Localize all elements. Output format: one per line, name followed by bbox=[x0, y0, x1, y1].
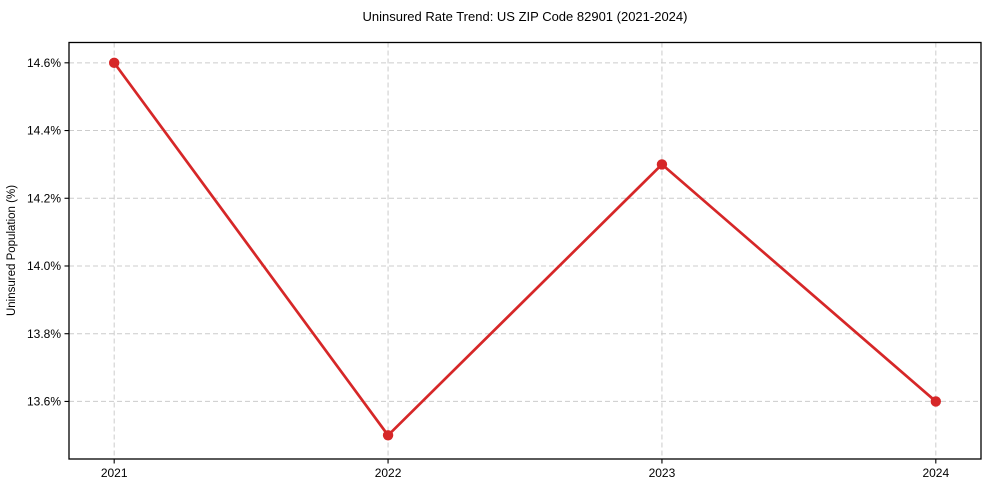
data-point bbox=[382, 430, 394, 441]
y-tick-label: 14.0% bbox=[27, 259, 61, 273]
y-tick-label: 13.8% bbox=[27, 327, 61, 341]
data-point bbox=[930, 396, 942, 407]
x-tick-label: 2022 bbox=[375, 466, 402, 480]
gridlines bbox=[69, 42, 981, 459]
x-tick-label: 2024 bbox=[922, 466, 949, 480]
y-tick-label: 14.4% bbox=[27, 124, 61, 138]
y-axis-label: Uninsured Population (%) bbox=[6, 185, 18, 316]
axes: 13.6% 13.8% 14.0% 14.2% 14.4% 14.6% 2021 2022 20… bbox=[27, 56, 950, 480]
y-tick-label: 14.6% bbox=[27, 56, 61, 70]
x-tick-label: 2023 bbox=[649, 466, 676, 480]
y-tick-label: 13.6% bbox=[27, 395, 61, 409]
plot-border bbox=[68, 41, 982, 460]
data-series bbox=[108, 57, 942, 441]
data-point bbox=[656, 159, 668, 170]
chart-title: Uninsured Rate Trend: US ZIP Code 82901 … bbox=[363, 9, 688, 24]
trend-line bbox=[112, 61, 938, 437]
data-point bbox=[108, 57, 120, 69]
x-tick-label: 2021 bbox=[101, 466, 128, 480]
y-tick-label: 14.2% bbox=[27, 191, 61, 205]
